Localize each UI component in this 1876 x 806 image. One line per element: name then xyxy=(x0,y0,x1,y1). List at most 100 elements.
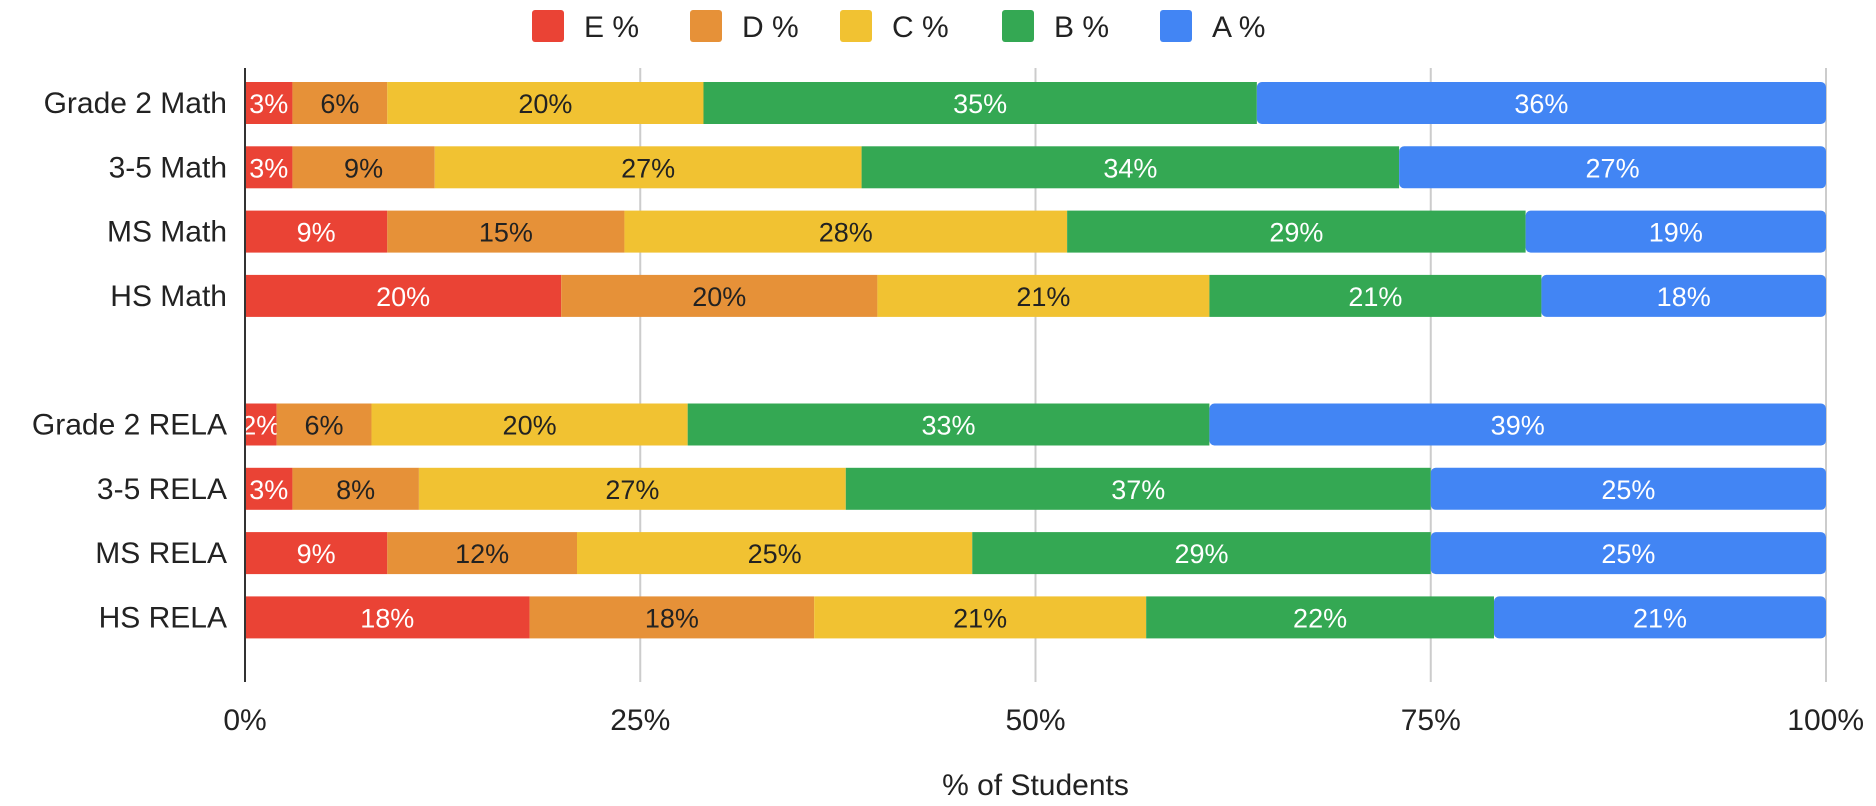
data-label: 3% xyxy=(249,153,288,183)
bar-segment xyxy=(703,82,1257,124)
legend-swatch xyxy=(532,10,564,42)
legend-swatch xyxy=(1160,10,1192,42)
bar-segment xyxy=(292,146,435,189)
category-labels: Grade 2 Math 3-5 Math MS Math HS Math Grade … xyxy=(32,87,227,634)
data-label: 18% xyxy=(645,603,699,633)
category-label: Grade 2 Math xyxy=(44,87,227,120)
bar-segment xyxy=(387,82,704,124)
bar-segment xyxy=(561,274,878,317)
data-label: 27% xyxy=(1586,153,1640,183)
legend-label: B % xyxy=(1054,11,1109,44)
bar-segment xyxy=(1430,532,1826,575)
data-label: 6% xyxy=(320,89,359,119)
x-tick-label: 75% xyxy=(1401,704,1461,737)
data-label: 18% xyxy=(1657,282,1711,312)
x-axis-title: % of Students xyxy=(942,769,1129,802)
data-label: 36% xyxy=(1514,89,1568,119)
data-label: 6% xyxy=(305,411,344,441)
bar-segment xyxy=(245,82,293,124)
bar-segment xyxy=(1146,596,1494,639)
x-tick-label: 25% xyxy=(610,704,670,737)
bar-segment xyxy=(529,596,815,639)
bar-segment xyxy=(387,210,625,253)
data-label: 28% xyxy=(819,218,873,248)
category-label: 3-5 RELA xyxy=(97,473,227,506)
bar-segment xyxy=(245,146,293,189)
bar-segment xyxy=(814,596,1147,639)
bar-segment xyxy=(1209,274,1542,317)
bar-segment xyxy=(1430,467,1826,510)
data-label: 20% xyxy=(503,411,557,441)
bar-segment xyxy=(877,274,1210,317)
bar-segment xyxy=(845,467,1431,510)
category-label: 3-5 Math xyxy=(109,151,227,184)
bar-segment xyxy=(418,467,846,510)
data-label: 21% xyxy=(1633,603,1687,633)
legend-swatch xyxy=(840,10,872,42)
bar-segment xyxy=(371,403,688,446)
data-label: 19% xyxy=(1649,218,1703,248)
data-label: 25% xyxy=(1601,539,1655,569)
x-tick-label: 100% xyxy=(1787,704,1864,737)
data-label: 35% xyxy=(953,89,1007,119)
data-label: 29% xyxy=(1269,218,1323,248)
x-tick-labels: 0% 25% 50% 75% 100% xyxy=(223,704,1864,737)
category-label: MS RELA xyxy=(95,537,227,570)
data-label: 27% xyxy=(621,153,675,183)
data-label: 21% xyxy=(1016,282,1070,312)
data-label: 12% xyxy=(455,539,509,569)
x-tick-label: 50% xyxy=(1005,704,1065,737)
bar-segment xyxy=(1493,596,1826,639)
data-label: 8% xyxy=(336,475,375,505)
bar-segment xyxy=(1256,82,1826,124)
bar-segment xyxy=(1541,274,1826,317)
legend-label: A % xyxy=(1212,11,1265,44)
bar-segment xyxy=(387,532,578,575)
legend-label: E % xyxy=(584,11,639,44)
data-label: 27% xyxy=(605,475,659,505)
data-label: 15% xyxy=(479,218,533,248)
data-label: 3% xyxy=(249,475,288,505)
data-label: 21% xyxy=(953,603,1007,633)
data-label: 20% xyxy=(518,89,572,119)
data-label: 9% xyxy=(344,153,383,183)
bar-segment xyxy=(245,274,562,317)
category-label: HS RELA xyxy=(99,601,227,634)
category-label: HS Math xyxy=(110,280,227,313)
bar-segment xyxy=(245,532,388,575)
data-label: 22% xyxy=(1293,603,1347,633)
bar-segment xyxy=(245,596,530,639)
bar-segment xyxy=(245,403,277,446)
data-label: 20% xyxy=(376,282,430,312)
legend-swatch xyxy=(1002,10,1034,42)
bar-segment xyxy=(276,403,372,446)
bar-segment xyxy=(434,146,862,189)
bar-segment xyxy=(1067,210,1526,253)
bar-segment xyxy=(624,210,1068,253)
bar-segment xyxy=(972,532,1431,575)
legend-swatch xyxy=(690,10,722,42)
bars: 3% 6% 20% 35% 36% 3% 9% 27% 34% 27% 9% 15% 28% 29% 19%… xyxy=(241,82,1826,639)
bar-segment xyxy=(245,467,293,510)
category-label: Grade 2 RELA xyxy=(32,409,227,442)
bar-segment xyxy=(1399,146,1826,189)
data-label: 3% xyxy=(249,89,288,119)
data-label: 25% xyxy=(748,539,802,569)
data-label: 37% xyxy=(1111,475,1165,505)
bar-segment xyxy=(1525,210,1826,253)
data-label: 29% xyxy=(1174,539,1228,569)
data-label: 33% xyxy=(922,411,976,441)
data-label: 9% xyxy=(297,539,336,569)
legend-label: C % xyxy=(892,11,949,44)
data-label: 34% xyxy=(1103,153,1157,183)
data-label: 21% xyxy=(1348,282,1402,312)
legend-label: D % xyxy=(742,11,799,44)
bar-segment xyxy=(577,532,973,575)
bar-segment xyxy=(245,210,388,253)
bar-segment xyxy=(687,403,1210,446)
data-label: 18% xyxy=(360,603,414,633)
data-label: 2% xyxy=(241,411,280,441)
bar-segment xyxy=(861,146,1400,189)
x-tick-label: 0% xyxy=(223,704,266,737)
legend: E % D % C % B % A % xyxy=(532,10,1265,44)
